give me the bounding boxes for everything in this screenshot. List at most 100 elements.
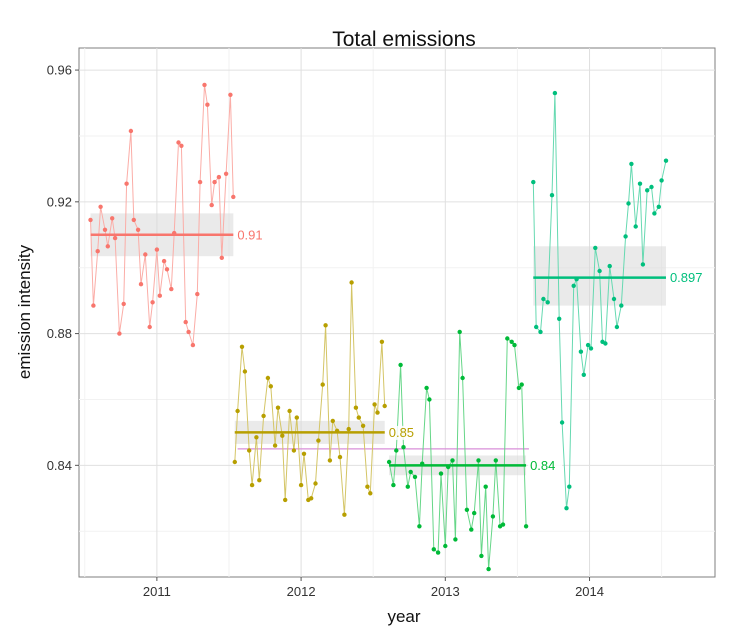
- data-point: [294, 415, 299, 420]
- data-point: [95, 249, 100, 254]
- data-point: [138, 282, 144, 287]
- data-point: [291, 448, 297, 453]
- data-point: [379, 339, 385, 344]
- data-point: [195, 291, 200, 297]
- data-point: [202, 82, 207, 88]
- data-point: [493, 458, 498, 463]
- data-point: [356, 415, 361, 420]
- data-point: [469, 527, 474, 532]
- mean-lines-group: 0.91 0.85 0.84 0.897: [90, 227, 710, 473]
- data-point: [164, 267, 170, 272]
- data-point: [405, 484, 410, 489]
- data-point: [464, 507, 470, 512]
- data-point: [249, 482, 255, 488]
- data-point: [265, 375, 271, 381]
- data-point: [261, 413, 266, 419]
- data-point: [235, 408, 240, 414]
- x-tick-label: 2011: [143, 584, 171, 599]
- data-point: [424, 385, 429, 391]
- data-point: [128, 128, 134, 134]
- data-point: [545, 300, 550, 305]
- data-point: [614, 324, 620, 330]
- data-point: [161, 258, 167, 264]
- data-point: [472, 510, 477, 516]
- mean-value-label: 0.85: [389, 425, 414, 440]
- data-point: [619, 303, 624, 308]
- data-point: [593, 245, 598, 251]
- data-point: [219, 255, 224, 260]
- data-point: [323, 323, 328, 328]
- data-point: [398, 362, 403, 368]
- data-point: [656, 204, 661, 209]
- data-point: [320, 382, 325, 387]
- data-point: [476, 458, 481, 463]
- data-point: [150, 300, 155, 305]
- data-point: [412, 474, 418, 480]
- data-point: [124, 181, 129, 186]
- data-point: [283, 497, 288, 503]
- data-point: [559, 420, 565, 425]
- data-point: [205, 102, 210, 107]
- x-tick-label: 2012: [287, 584, 316, 599]
- data-point: [212, 179, 217, 185]
- data-point: [541, 296, 546, 302]
- data-point: [231, 194, 236, 200]
- mean-label-bg: [235, 228, 270, 243]
- data-point: [659, 178, 664, 183]
- data-point: [88, 217, 93, 223]
- data-point: [147, 324, 152, 330]
- data-point: [401, 445, 406, 450]
- data-point: [450, 458, 455, 463]
- data-point: [186, 329, 191, 335]
- data-point: [346, 426, 351, 432]
- data-point: [640, 262, 646, 267]
- mean-value-label: 0.91: [237, 227, 262, 242]
- data-point: [457, 329, 462, 335]
- data-point: [91, 303, 96, 308]
- data-point: [349, 280, 354, 285]
- series-line: [90, 84, 234, 346]
- y-axis-title: emission intensity: [15, 244, 34, 379]
- data-point: [275, 405, 281, 410]
- data-point: [557, 316, 562, 321]
- data-point: [254, 435, 259, 440]
- data-point: [581, 372, 586, 377]
- data-point: [353, 405, 359, 410]
- data-point: [607, 263, 612, 269]
- data-point: [652, 211, 657, 216]
- data-point: [330, 418, 335, 424]
- data-point: [500, 522, 506, 527]
- data-point: [408, 469, 413, 475]
- mean-label-bg: [667, 271, 710, 286]
- data-point: [549, 193, 555, 198]
- data-point: [135, 227, 141, 232]
- data-point: [382, 403, 387, 409]
- data-point: [567, 484, 572, 489]
- data-point: [117, 331, 122, 336]
- data-point: [637, 181, 643, 186]
- data-point: [228, 92, 233, 98]
- grid-lines: [79, 48, 715, 577]
- data-point: [223, 171, 229, 176]
- data-point: [301, 451, 307, 456]
- data-point: [176, 140, 181, 145]
- data-point: [169, 286, 174, 292]
- data-point: [603, 341, 608, 346]
- data-point: [183, 319, 188, 325]
- x-tick-label: 2013: [431, 584, 460, 599]
- data-point: [435, 550, 441, 555]
- data-point: [611, 296, 617, 302]
- data-point: [386, 459, 392, 465]
- data-point: [649, 184, 654, 190]
- data-point: [564, 506, 569, 511]
- data-point: [102, 227, 108, 232]
- chart-title: Total emissions: [332, 28, 476, 51]
- data-point: [512, 342, 517, 348]
- data-point: [287, 408, 292, 414]
- data-point: [629, 161, 634, 167]
- data-point: [327, 458, 333, 463]
- data-point: [460, 375, 465, 381]
- data-point: [365, 484, 370, 489]
- y-tick-label: 0.96: [47, 63, 72, 78]
- axes-group: 2011 2012 2013 2014 0.84 0.88 0.92 0.96: [47, 63, 604, 599]
